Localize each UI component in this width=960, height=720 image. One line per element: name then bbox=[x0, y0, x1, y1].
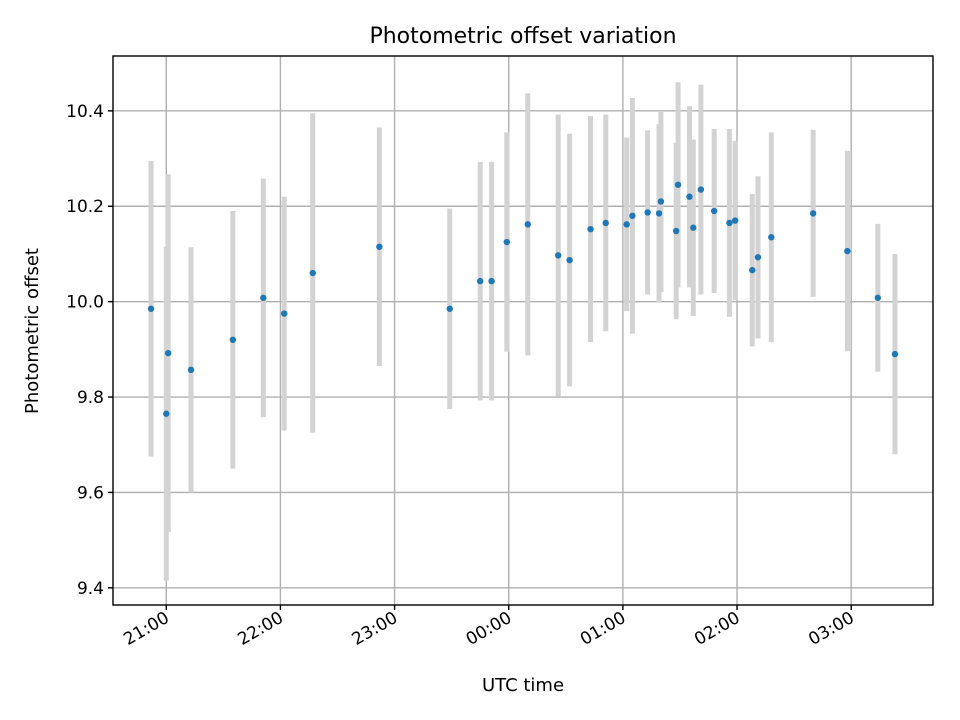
data-point bbox=[446, 305, 453, 312]
point-layer bbox=[147, 181, 899, 417]
data-point bbox=[731, 217, 739, 224]
data-point bbox=[623, 221, 630, 228]
x-tick-label: 00:00 bbox=[463, 608, 515, 650]
data-point bbox=[566, 256, 573, 264]
data-point bbox=[524, 221, 531, 228]
y-tick-label: 9.4 bbox=[77, 579, 104, 599]
data-point bbox=[187, 366, 195, 374]
data-point bbox=[655, 210, 663, 217]
data-point bbox=[711, 207, 718, 215]
data-point bbox=[809, 210, 817, 217]
y-tick-label: 9.6 bbox=[77, 483, 104, 503]
data-point bbox=[476, 277, 484, 285]
data-point bbox=[686, 193, 693, 200]
grid-layer bbox=[113, 56, 933, 605]
chart-title: Photometric offset variation bbox=[369, 24, 676, 49]
data-point bbox=[844, 247, 851, 255]
y-tick-label: 10.2 bbox=[66, 197, 104, 217]
data-point bbox=[674, 181, 682, 188]
data-point bbox=[697, 186, 705, 193]
x-tick-label: 01:00 bbox=[577, 608, 629, 650]
data-point bbox=[690, 224, 697, 231]
data-point bbox=[644, 209, 651, 216]
y-axis-label: Photometric offset bbox=[22, 248, 43, 414]
x-axis-label: UTC time bbox=[482, 675, 564, 696]
y-tick-label: 9.8 bbox=[77, 388, 104, 408]
data-point bbox=[768, 234, 775, 241]
data-point bbox=[602, 219, 609, 227]
data-point bbox=[260, 294, 267, 302]
x-tick-label: 03:00 bbox=[805, 608, 857, 650]
y-tick-label: 10.0 bbox=[66, 293, 104, 313]
data-point bbox=[163, 410, 170, 417]
data-point bbox=[147, 305, 155, 312]
data-point bbox=[754, 254, 762, 261]
tick-layer: 9.4 9.6 9.8 10.0 10.2 10.4 21:00 22:00 23:00 00:0… bbox=[66, 102, 858, 650]
errorbar-layer bbox=[148, 82, 898, 581]
data-point bbox=[587, 225, 594, 233]
x-tick-label: 02:00 bbox=[691, 608, 743, 650]
data-point bbox=[874, 294, 882, 302]
plot-frame bbox=[112, 55, 934, 606]
data-point bbox=[309, 269, 316, 277]
data-point bbox=[488, 277, 495, 285]
y-tick-label: 10.4 bbox=[66, 102, 104, 122]
data-point bbox=[229, 336, 237, 344]
data-point bbox=[891, 350, 899, 358]
data-point bbox=[164, 349, 172, 357]
data-point bbox=[376, 243, 383, 250]
x-tick-label: 23:00 bbox=[349, 608, 401, 650]
data-point bbox=[281, 310, 288, 317]
data-point bbox=[749, 266, 756, 274]
x-tick-label: 21:00 bbox=[120, 608, 172, 650]
data-point bbox=[503, 238, 511, 246]
data-point bbox=[657, 198, 665, 205]
data-point bbox=[554, 252, 562, 259]
x-tick-label: 22:00 bbox=[234, 608, 286, 650]
data-point bbox=[672, 227, 680, 235]
data-point bbox=[629, 212, 636, 219]
data-point bbox=[726, 219, 733, 227]
